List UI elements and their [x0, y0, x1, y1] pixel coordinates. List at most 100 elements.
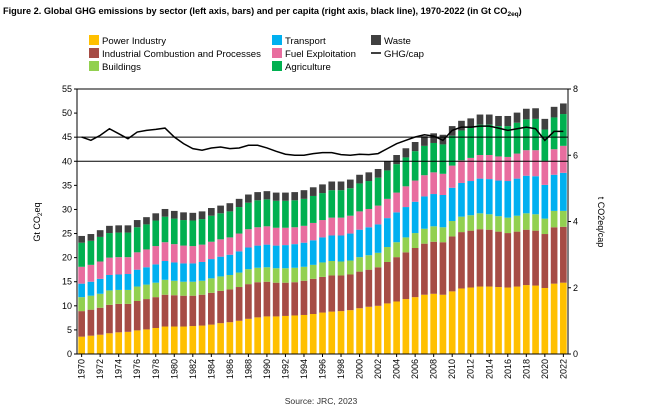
bar-segment-2021-5: [550, 117, 558, 150]
bar-segment-1976-0: [133, 330, 141, 354]
bar-segment-1991-2: [272, 268, 280, 283]
bar-segment-2004-1: [393, 257, 400, 302]
bar-segment-1978-3: [152, 264, 160, 283]
bar-segment-1987-2: [235, 272, 243, 288]
x-tick-label-1976: 1976: [132, 359, 142, 379]
bar-segment-1987-0: [235, 320, 243, 354]
bar-segment-2016-3: [504, 181, 512, 218]
bar-segment-2009-4: [439, 173, 447, 195]
bar-segment-1972-3: [96, 278, 104, 294]
bar-segment-1981-1: [180, 295, 187, 327]
bar-segment-1996-4: [319, 220, 326, 238]
x-tick-label-1998: 1998: [336, 359, 346, 379]
bar-segment-2011-1: [458, 232, 465, 289]
bar-segment-1978-0: [152, 327, 160, 354]
bar-segment-2003-6: [384, 161, 391, 171]
bar-segment-1979-2: [161, 279, 169, 295]
bar-segment-2019-3: [532, 176, 539, 215]
bar-segment-1979-4: [161, 242, 169, 262]
legend-swatch-3: [272, 35, 282, 45]
bar-segment-2016-2: [504, 217, 512, 234]
y-tick-label-55: 55: [62, 84, 72, 94]
x-tick-label-1974: 1974: [114, 359, 124, 379]
bar-segment-1992-5: [282, 200, 289, 228]
bar-segment-2005-4: [402, 186, 410, 208]
bar-segment-1971-1: [87, 309, 95, 336]
bar-segment-1987-3: [235, 251, 243, 273]
bar-segment-1970-5: [78, 242, 85, 267]
bar-segment-1994-4: [300, 225, 308, 243]
bar-segment-1980-4: [170, 244, 178, 263]
bar-segment-1973-3: [106, 274, 113, 291]
bar-segment-2006-1: [411, 248, 419, 298]
source-note: Source: JRC, 2023: [285, 396, 358, 406]
bar-segment-2009-0: [439, 294, 447, 354]
bar-segment-1970-0: [78, 336, 85, 354]
legend: Power Industry Industrial Combustion and …: [89, 35, 424, 73]
bar-segment-1982-5: [189, 220, 197, 247]
bar-segment-2010-0: [448, 291, 456, 354]
bar-segment-2022-5: [560, 114, 567, 146]
bar-segment-1998-6: [337, 181, 345, 191]
bar-segment-2001-1: [365, 269, 373, 307]
bar-segment-1988-2: [245, 269, 252, 285]
legend-label-1: Industrial Combustion and Processes: [102, 49, 261, 60]
bar-segment-2022-4: [560, 145, 567, 173]
bar-segment-2012-3: [467, 181, 475, 216]
legend-label-0: Power Industry: [102, 36, 166, 47]
bar-segment-1998-0: [337, 311, 345, 354]
bar-segment-1990-4: [263, 226, 271, 245]
bar-segment-1977-5: [143, 224, 150, 250]
bar-segment-1992-6: [282, 192, 289, 201]
bar-segment-1981-2: [180, 281, 187, 296]
bar-segment-2013-0: [476, 286, 484, 354]
bar-segment-2007-0: [421, 294, 428, 354]
y-tick-label-20: 20: [62, 253, 72, 263]
bar-segment-1986-1: [226, 289, 234, 323]
bar-segment-2014-6: [485, 114, 493, 125]
bar-segment-1998-3: [337, 235, 345, 262]
bar-segment-1973-4: [106, 257, 113, 275]
bar-segment-2015-3: [495, 180, 502, 217]
bar-segment-1976-6: [133, 220, 141, 228]
legend-swatch-1: [89, 48, 99, 58]
bar-segment-1994-3: [300, 242, 308, 267]
bar-segment-2018-2: [522, 213, 530, 230]
y-tick-label-15: 15: [62, 277, 72, 287]
bar-segment-1993-4: [291, 227, 299, 245]
bar-segment-2007-5: [421, 145, 428, 176]
bar-segment-1977-4: [143, 249, 150, 268]
legend-label-2: Buildings: [102, 62, 141, 73]
bar-segment-1973-2: [106, 290, 113, 305]
x-tick-label-2010: 2010: [447, 359, 457, 379]
bar-segment-1977-6: [143, 217, 150, 225]
bar-segment-1985-2: [217, 276, 224, 291]
bar-segment-1987-5: [235, 207, 243, 234]
bar-segment-1972-4: [96, 261, 104, 279]
bar-segment-1999-4: [346, 215, 354, 234]
bar-segment-1975-1: [124, 303, 132, 332]
y-tick-label-10: 10: [62, 301, 72, 311]
bar-segment-1999-6: [346, 179, 354, 189]
bar-segment-2000-0: [356, 308, 363, 354]
bar-segment-2009-3: [439, 195, 447, 228]
bar-segment-2020-3: [541, 184, 549, 219]
y2-tick-label-2: 2: [573, 283, 578, 293]
bar-segment-2014-1: [485, 229, 493, 287]
bar-segment-2019-5: [532, 118, 539, 151]
bar-segment-2007-2: [421, 228, 428, 244]
bar-segment-1986-4: [226, 237, 234, 255]
x-tick-label-1992: 1992: [280, 359, 290, 379]
bar-segment-2004-6: [393, 155, 400, 165]
bar-segment-1993-6: [291, 192, 299, 201]
bar-segment-2007-3: [421, 196, 428, 229]
bar-segment-1982-3: [189, 263, 197, 282]
bar-segment-2001-4: [365, 208, 373, 228]
bar-segment-1983-3: [198, 261, 206, 281]
bar-segment-2006-3: [411, 201, 419, 234]
bar-segment-1998-2: [337, 261, 345, 276]
bar-segment-2016-0: [504, 287, 512, 354]
bar-segment-2016-4: [504, 156, 512, 182]
